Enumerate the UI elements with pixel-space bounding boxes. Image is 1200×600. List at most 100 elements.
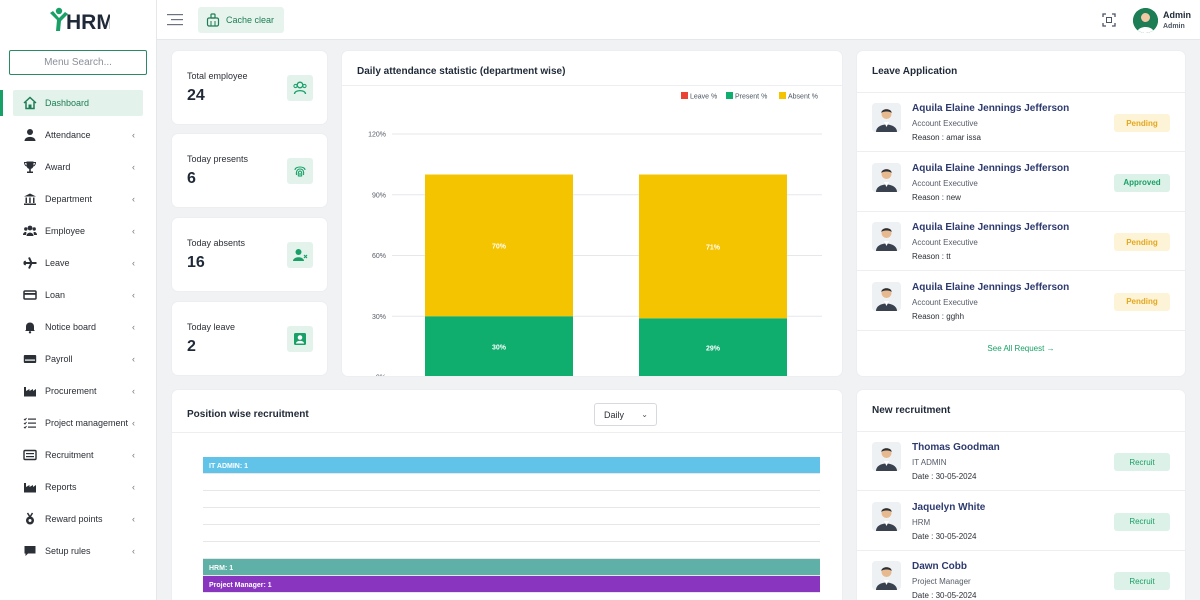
sidebar-item-label: Reward points <box>45 514 103 524</box>
status-badge: Pending <box>1114 114 1170 132</box>
factory-icon <box>23 384 37 398</box>
chevron-left-icon: ‹ <box>132 258 135 268</box>
employee-avatar <box>872 162 901 192</box>
sidebar-item-notice-board[interactable]: Notice board ‹ <box>13 314 143 340</box>
chevron-left-icon: ‹ <box>132 450 135 460</box>
trophy-icon <box>23 160 37 174</box>
recruit-button[interactable]: Recruit <box>1114 572 1170 590</box>
attendance-chart-card: Daily attendance statistic (department w… <box>342 51 842 376</box>
candidate-name: Thomas Goodman <box>912 442 1000 453</box>
chevron-left-icon: ‹ <box>132 546 135 556</box>
chevron-down-icon: ⌄ <box>641 410 648 419</box>
sidebar-item-project-management[interactable]: Project management ‹ <box>13 410 143 436</box>
medal-icon <box>23 512 37 526</box>
fullscreen-icon[interactable] <box>1101 12 1117 28</box>
employee-avatar <box>872 103 901 132</box>
leave-request-row[interactable]: Aquila Elaine Jennings Jefferson Account … <box>857 272 1185 331</box>
sidebar-item-dashboard[interactable]: Dashboard <box>0 90 143 116</box>
sidebar-item-reports[interactable]: Reports ‹ <box>13 474 143 500</box>
recruit-button[interactable]: Recruit <box>1114 453 1170 471</box>
stat-label: Today leave <box>187 322 236 332</box>
attendance-chart: Leave % Present % Absent % 0% 30% 60% 90% 120% 3… <box>368 92 822 376</box>
legend-label: Present % <box>735 94 767 101</box>
broom-icon <box>206 13 220 27</box>
sidebar-item-recruitment[interactable]: Recruitment ‹ <box>13 442 143 468</box>
recruitment-chart-card: Position wise recruitment Daily ⌄ IT ADM… <box>172 390 842 600</box>
sidebar-item-payroll[interactable]: Payroll ‹ <box>13 346 143 372</box>
candidate-avatar <box>872 561 901 590</box>
bar-segment <box>425 174 573 317</box>
see-all-requests-link[interactable]: See All Request → <box>987 344 1055 353</box>
comment-icon <box>23 544 37 558</box>
sidebar-menu: Dashboard Attendance ‹ Award ‹ Department ‹ Emp… <box>0 90 156 564</box>
data-label: 71% <box>706 244 721 251</box>
employee-avatar <box>872 222 901 251</box>
person-photo-icon <box>872 442 901 471</box>
leave-request-row[interactable]: Aquila Elaine Jennings Jefferson Account … <box>857 153 1185 212</box>
chevron-left-icon: ‹ <box>132 354 135 364</box>
employee-name: Aquila Elaine Jennings Jefferson <box>912 162 1070 174</box>
leave-reason: Reason : amar issa <box>912 133 981 142</box>
person-photo-icon <box>872 501 901 531</box>
employee-name: Aquila Elaine Jennings Jefferson <box>912 222 1070 233</box>
cache-clear-label: Cache clear <box>226 15 275 25</box>
bar-segment <box>639 174 787 319</box>
sidebar-item-label: Dashboard <box>45 98 90 108</box>
employee-name: Aquila Elaine Jennings Jefferson <box>912 281 1070 293</box>
cache-clear-button[interactable]: Cache clear <box>198 7 285 33</box>
bar-label: HRM: 1 <box>209 565 233 572</box>
legend-label: Absent % <box>788 94 818 101</box>
sidebar-item-employee[interactable]: Employee ‹ <box>13 218 143 244</box>
sidebar-item-procurement[interactable]: Procurement ‹ <box>13 378 143 404</box>
candidate-position: HRM <box>912 517 931 527</box>
recruitment-row: Jaquelyn White HRM Date : 30-05-2024 Recrui… <box>857 492 1185 551</box>
menu-search-input[interactable]: Menu Search... <box>9 50 147 75</box>
hamburger-icon[interactable] <box>167 13 183 27</box>
employee-position: Account Executive <box>912 238 978 247</box>
leave-reason: Reason : gghh <box>912 311 965 321</box>
chevron-left-icon: ‹ <box>132 130 135 140</box>
bell-icon <box>23 320 37 334</box>
sidebar-item-label: Project management <box>45 418 129 428</box>
user-avatar[interactable] <box>1133 8 1158 33</box>
sidebar-item-award[interactable]: Award ‹ <box>13 154 143 180</box>
bar-label: IT ADMIN: 1 <box>209 463 248 470</box>
stat-card-today-leave: Today leave 2 <box>172 302 327 375</box>
status-badge: Approved <box>1114 173 1170 192</box>
list-icon <box>23 448 37 462</box>
period-select[interactable]: Daily ⌄ <box>594 403 657 426</box>
bar <box>203 457 820 473</box>
sidebar-item-department[interactable]: Department ‹ <box>13 186 143 212</box>
candidate-date: Date : 30-05-2024 <box>912 591 977 600</box>
person-photo-icon <box>872 561 901 590</box>
chart-icon <box>23 480 37 494</box>
legend-item: Leave % <box>681 92 717 101</box>
building-icon <box>23 192 37 206</box>
bar <box>203 559 820 575</box>
sidebar-item-setup-rules[interactable]: Setup rules ‹ <box>13 538 143 564</box>
leave-application-title: Leave Application <box>872 66 958 77</box>
candidate-avatar <box>872 501 901 531</box>
leave-request-row[interactable]: Aquila Elaine Jennings Jefferson Account … <box>857 212 1185 271</box>
leave-request-row[interactable]: Aquila Elaine Jennings Jefferson Account … <box>857 93 1185 152</box>
fingerprint-icon <box>287 158 313 184</box>
sidebar-item-leave[interactable]: Leave ‹ <box>13 250 143 276</box>
sidebar-item-reward-points[interactable]: Reward points ‹ <box>13 506 143 532</box>
sidebar-item-loan[interactable]: Loan ‹ <box>13 282 143 308</box>
plane-icon <box>23 256 37 270</box>
employee-position: Account Executive <box>912 178 978 188</box>
candidate-name: Dawn Cobb <box>912 561 967 572</box>
person-photo-icon <box>872 162 901 192</box>
legend-label: Leave % <box>690 94 717 101</box>
employee-avatar <box>872 281 901 311</box>
employee-position: Account Executive <box>912 297 978 307</box>
stat-card-total-employee: Total employee 24 <box>172 51 327 124</box>
logo[interactable]: HRM <box>0 0 156 40</box>
stat-label: Today presents <box>187 154 249 164</box>
stat-value: 2 <box>187 338 196 355</box>
chevron-left-icon: ‹ <box>132 290 135 300</box>
leave-reason: Reason : tt <box>912 252 951 261</box>
candidate-name: Jaquelyn White <box>912 501 986 513</box>
sidebar-item-attendance[interactable]: Attendance ‹ <box>13 122 143 148</box>
recruit-button[interactable]: Recruit <box>1114 512 1170 531</box>
